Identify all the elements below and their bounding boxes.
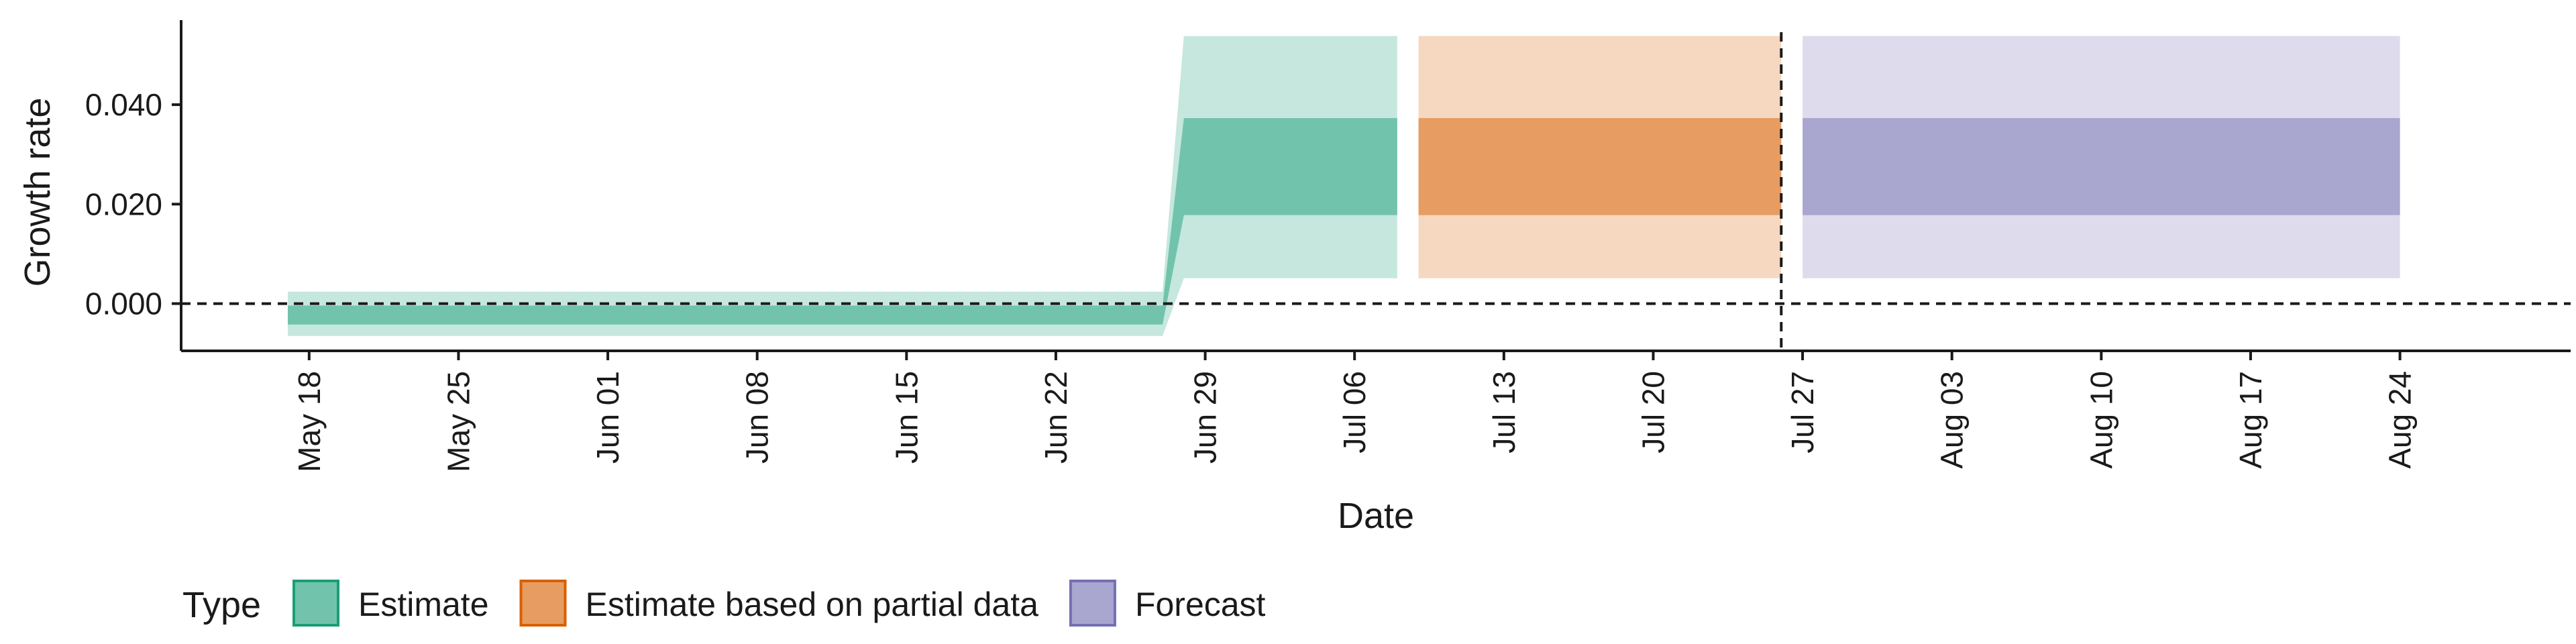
legend-label-estimate-based-on-partial-data: Estimate based on partial data (586, 586, 1039, 623)
x-tick-label: Aug 17 (2233, 371, 2268, 469)
axes (180, 20, 2571, 352)
x-tick-label: Jul 06 (1337, 371, 1372, 453)
x-tick-label: Aug 10 (2084, 371, 2118, 469)
legend-swatch-forecast (1069, 580, 1116, 627)
y-tick-label: 0.000 (85, 286, 162, 321)
x-tick-label: May 25 (441, 371, 476, 472)
legend-swatch-estimate-based-on-partial-data (519, 580, 567, 627)
x-axis-title: Date (1338, 496, 1414, 536)
reference-lines (181, 32, 2571, 351)
x-tick-label: Jun 01 (590, 371, 625, 464)
legend-label-estimate: Estimate (358, 586, 489, 623)
y-axis-title: Growth rate (17, 97, 58, 286)
x-tick-label: Jul 27 (1785, 371, 1820, 453)
band-50-estimate (288, 118, 1397, 325)
x-tick-label: Jul 13 (1487, 371, 1521, 453)
x-tick-label: Aug 24 (2383, 371, 2418, 469)
x-tick-label: Jun 29 (1188, 371, 1223, 464)
band-50-forecast (1803, 118, 2400, 215)
series-bands (288, 36, 2400, 336)
x-tick-label: Jun 08 (740, 371, 775, 464)
x-tick-label: Jul 20 (1635, 371, 1670, 453)
y-tick-label: 0.040 (85, 87, 162, 122)
legend-swatch-estimate (292, 580, 339, 627)
y-tick-label: 0.020 (85, 186, 162, 221)
x-tick-label: Jun 22 (1038, 371, 1073, 464)
legend-title: Type (182, 585, 261, 625)
x-tick-label: Aug 03 (1935, 371, 1970, 469)
x-tick-label: Jun 15 (889, 371, 924, 464)
band-50-estimate-based-on-partial-data (1418, 118, 1782, 215)
x-tick-label: May 18 (292, 371, 327, 472)
legend-label-forecast: Forecast (1135, 586, 1266, 623)
y-ticks: 0.000 0.020 0.040 (85, 87, 181, 321)
legend: Type Estimate Estimate based on partial d… (182, 580, 1266, 627)
x-ticks: May 18 May 25 Jun 01 Jun 08 Jun 15 Jun 22 Jun … (292, 351, 2418, 472)
